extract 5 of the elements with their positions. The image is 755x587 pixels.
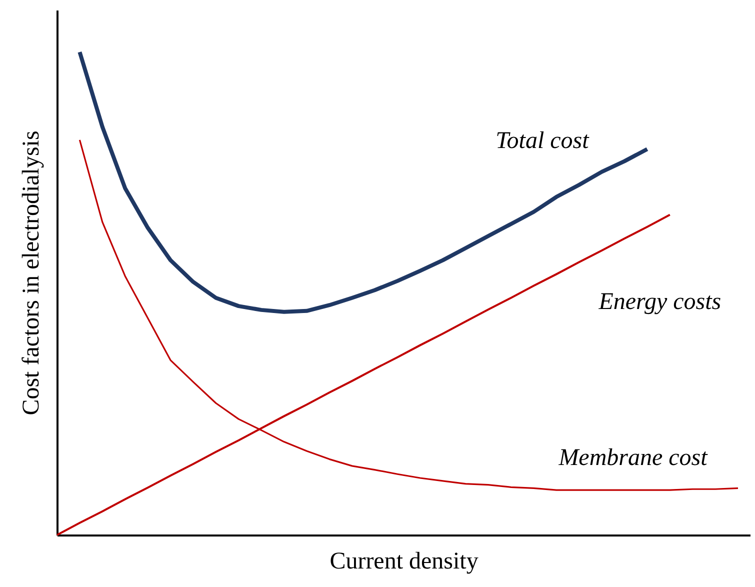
series-label: Membrane cost [558, 445, 709, 472]
series-label: Total cost [496, 128, 590, 154]
x-axis-title: Current density [330, 548, 478, 574]
y-axis-title: Cost factors in electrodialysis [18, 130, 44, 416]
series-label: Energy costs [598, 288, 722, 315]
